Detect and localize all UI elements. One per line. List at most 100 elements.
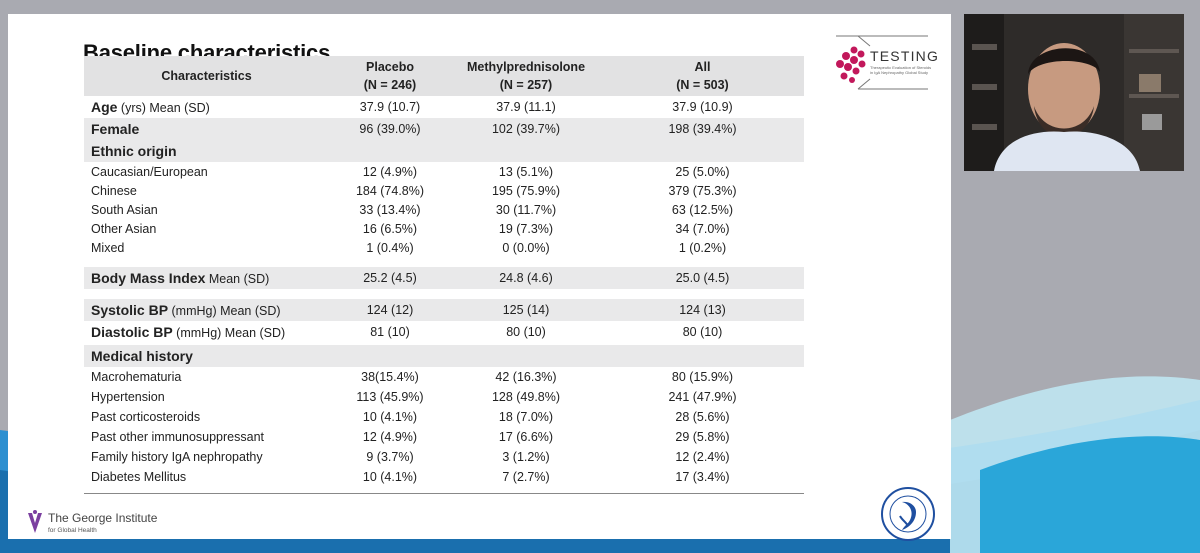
section-label: Ethnic origin [91, 143, 177, 159]
row-label: Age (yrs) Mean (SD) [84, 99, 329, 115]
row-label: Family history IgA nephropathy [91, 450, 263, 464]
row-label-bold: Age [91, 99, 118, 115]
cell-all: 25.0 (4.5) [675, 271, 730, 285]
cell-all: 379 (75.3%) [668, 183, 737, 198]
cell-placebo: 38(15.4%) [361, 370, 419, 384]
row-label-bold: Systolic BP [91, 302, 169, 318]
table-row-age: Age (yrs) Mean (SD) 37.9 (10.7) 37.9 (11… [84, 96, 804, 118]
table-row-macrohematuria: Macrohematuria 38(15.4%) 42 (16.3%) 80 (… [84, 367, 804, 387]
testing-logo-word: TESTING [870, 48, 940, 64]
cell-all: 63 (12.5%) [671, 202, 734, 217]
cell-placebo: 9 (3.7%) [366, 450, 414, 464]
cell-all: 28 (5.6%) [675, 410, 730, 424]
speaker-video-frame [964, 14, 1184, 171]
row-label: Past corticosteroids [91, 410, 201, 424]
cell-placebo: 1 (0.4%) [366, 240, 414, 255]
header-characteristics: Characteristics [161, 69, 252, 83]
table-row-other-asian: Other Asian 16 (6.5%) 19 (7.3%) 34 (7.0%… [84, 219, 804, 238]
cell-placebo: 96 (39.0%) [359, 122, 421, 136]
cell-methyl: 102 (39.7%) [491, 122, 561, 136]
cell-methyl: 0 (0.0%) [502, 240, 550, 255]
table-section-medical-history: Medical history [84, 345, 804, 367]
row-label: Other Asian [91, 221, 157, 236]
row-label-rest: (mmHg) Mean (SD) [168, 304, 281, 318]
webcam-video [964, 14, 1184, 171]
table-row-family-history: Family history IgA nephropathy 9 (3.7%) … [84, 447, 804, 467]
cell-methyl: 18 (7.0%) [498, 410, 554, 424]
row-label-rest: Mean (SD) [205, 272, 270, 286]
cell-all: 1 (0.2%) [678, 240, 727, 255]
cell-placebo: 37.9 (10.7) [359, 100, 421, 114]
cell-all: 241 (47.9%) [668, 390, 737, 404]
table-bottom-rule [84, 493, 804, 494]
spacer [84, 257, 804, 267]
spacer [84, 289, 804, 299]
header-placebo: Placebo (N = 246) [329, 58, 451, 94]
cell-placebo: 81 (10) [370, 325, 410, 339]
table-row-systolic-bp: Systolic BP (mmHg) Mean (SD) 124 (12) 12… [84, 299, 804, 321]
row-label-rest: (yrs) Mean (SD) [117, 101, 210, 115]
row-label: Body Mass Index Mean (SD) [84, 270, 329, 286]
header-placebo-n: (N = 246) [363, 78, 417, 92]
cell-all: 29 (5.8%) [675, 430, 730, 444]
cell-all: 34 (7.0%) [675, 221, 730, 236]
row-label-bold: Diastolic BP [91, 324, 173, 340]
table-row-hypertension: Hypertension 113 (45.9%) 128 (49.8%) 241… [84, 387, 804, 407]
cell-methyl: 13 (5.1%) [498, 164, 554, 179]
cell-placebo: 12 (4.9%) [362, 164, 418, 179]
cell-all: 25 (5.0%) [675, 164, 730, 179]
table-row-past-immunosuppressant: Past other immunosuppressant 12 (4.9%) 1… [84, 427, 804, 447]
cell-methyl: 125 (14) [502, 303, 550, 317]
table-row-female: Female 96 (39.0%) 102 (39.7%) 198 (39.4%… [84, 118, 804, 140]
cell-all: 124 (13) [679, 303, 726, 317]
cell-placebo: 25.2 (4.5) [363, 271, 417, 285]
cell-placebo: 16 (6.5%) [362, 221, 418, 236]
cell-methyl: 7 (2.7%) [502, 470, 550, 484]
cell-all: 80 (10) [682, 325, 723, 339]
header-all-n: (N = 503) [676, 78, 729, 92]
george-institute-icon [28, 510, 42, 533]
row-label: Macrohematuria [91, 370, 182, 384]
cell-all: 17 (3.4%) [675, 470, 730, 484]
table-row-chinese: Chinese 184 (74.8%) 195 (75.9%) 379 (75.… [84, 181, 804, 200]
row-label-rest: (mmHg) Mean (SD) [172, 326, 286, 340]
cell-methyl: 37.9 (11.1) [496, 100, 556, 114]
section-label: Medical history [91, 348, 193, 364]
cell-methyl: 24.8 (4.6) [499, 271, 553, 285]
testing-dots-icon [836, 35, 928, 90]
header-all: All (N = 503) [601, 58, 804, 94]
testing-logo-subtitle: Therapeutic Evaluation of Steroids in Ig… [870, 65, 932, 75]
table-row-diastolic-bp: Diastolic BP (mmHg) Mean (SD) 81 (10) 80… [84, 321, 804, 343]
row-label: South Asian [91, 202, 158, 217]
row-label: Diabetes Mellitus [91, 470, 187, 484]
cell-placebo: 184 (74.8%) [355, 183, 425, 198]
cell-methyl: 17 (6.6%) [498, 430, 554, 444]
table-row-past-corticosteroids: Past corticosteroids 10 (4.1%) 18 (7.0%)… [84, 407, 804, 427]
row-label: Hypertension [91, 390, 165, 404]
table-row-mixed: Mixed 1 (0.4%) 0 (0.0%) 1 (0.2%) [84, 238, 804, 257]
george-institute-logo: The George Institute for Global Health [26, 509, 186, 539]
cell-methyl: 42 (16.3%) [495, 370, 557, 384]
cell-methyl: 195 (75.9%) [491, 183, 561, 198]
baseline-table: Characteristics Placebo (N = 246) Methyl… [84, 56, 804, 487]
row-label: Past other immunosuppressant [91, 430, 265, 444]
cell-placebo: 12 (4.9%) [362, 430, 418, 444]
cell-methyl: 30 (11.7%) [495, 202, 557, 217]
table-row-south-asian: South Asian 33 (13.4%) 30 (11.7%) 63 (12… [84, 200, 804, 219]
header-placebo-label: Placebo [366, 60, 414, 74]
row-label: Chinese [91, 183, 137, 198]
table-row-diabetes: Diabetes Mellitus 10 (4.1%) 7 (2.7%) 17 … [84, 467, 804, 487]
testing-logo: TESTING Therapeutic Evaluation of Steroi… [828, 34, 938, 94]
cell-methyl: 3 (1.2%) [502, 450, 550, 464]
header-all-label: All [694, 60, 711, 74]
row-label: Systolic BP (mmHg) Mean (SD) [84, 302, 329, 318]
header-methyl-n: (N = 257) [499, 78, 553, 92]
cell-all: 37.9 (10.9) [672, 100, 733, 114]
table-row-bmi: Body Mass Index Mean (SD) 25.2 (4.5) 24.… [84, 267, 804, 289]
cell-placebo: 124 (12) [366, 303, 414, 317]
header-methylprednisolone: Methylprednisolone (N = 257) [451, 58, 601, 94]
cell-placebo: 33 (13.4%) [359, 202, 421, 217]
cell-all: 198 (39.4%) [668, 122, 737, 136]
row-label: Female [91, 121, 140, 137]
row-label-bold: Body Mass Index [91, 270, 206, 286]
